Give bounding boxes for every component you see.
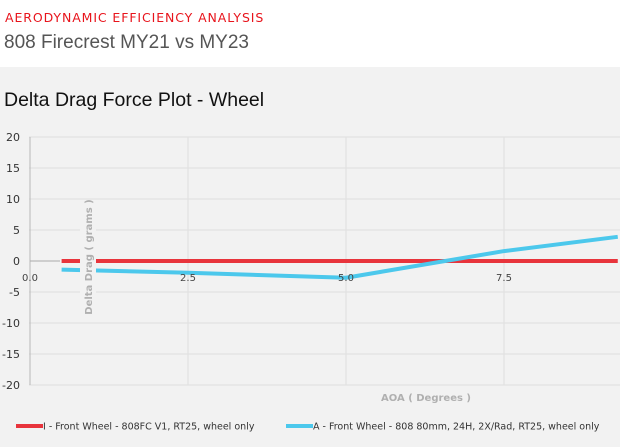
y-tick-label: -10: [2, 317, 20, 330]
y-axis-title: Delta Drag ( grams ): [84, 199, 95, 314]
y-tick-label: 15: [6, 162, 20, 175]
chart-title: Delta Drag Force Plot - Wheel: [4, 89, 265, 111]
legend-label: I - Front Wheel - 808FC V1, RT25, wheel …: [43, 422, 255, 433]
x-tick-label: 2.5: [180, 273, 196, 284]
x-axis-title: AOA ( Degrees ): [381, 393, 471, 404]
legend-label: A - Front Wheel - 808 80mm, 24H, 2X/Rad,…: [313, 422, 600, 433]
x-tick-label: 5.0: [338, 273, 354, 284]
x-tick-label: 0.0: [22, 273, 38, 284]
y-tick-label: -20: [2, 379, 20, 392]
y-tick-label: -15: [2, 348, 20, 361]
y-tick-label: -5: [9, 286, 20, 299]
header: AERODYNAMIC EFFICIENCY ANALYSIS 808 Fire…: [0, 0, 620, 67]
y-tick-label: 0: [13, 255, 20, 268]
y-gridlines: [29, 136, 620, 386]
x-tick-label: 7.5: [496, 273, 512, 284]
report-kicker: AERODYNAMIC EFFICIENCY ANALYSIS: [5, 10, 265, 25]
series-lines: [61, 234, 619, 280]
chart-panel: [0, 67, 620, 447]
y-tick-labels: 20 15 10 5 0 -5 -10 -15 -20: [2, 131, 20, 392]
x-tick-labels: 0.0 2.5 5.0 7.5: [22, 273, 512, 284]
y-tick-label: 20: [6, 131, 20, 144]
series-line-blue: [61, 234, 619, 280]
report-subtitle: 808 Firecrest MY21 vs MY23: [4, 32, 249, 53]
legend: I - Front Wheel - 808FC V1, RT25, wheel …: [16, 422, 600, 433]
y-tick-label: 5: [13, 224, 20, 237]
y-axis-title-mask: [80, 206, 96, 308]
y-tick-label: 10: [6, 193, 20, 206]
